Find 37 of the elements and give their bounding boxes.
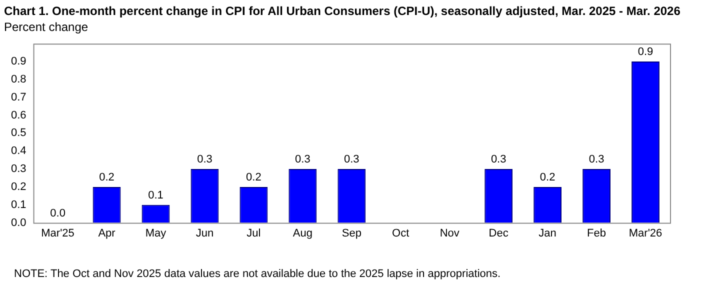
x-tick-label: Jul <box>246 227 261 240</box>
x-tick-label: Jun <box>196 227 214 240</box>
y-tick-label: 0.8 <box>10 73 26 86</box>
data-label: 0.3 <box>490 154 506 166</box>
data-label: 0.9 <box>638 46 654 58</box>
data-label: 0.3 <box>344 154 360 166</box>
y-tick-label: 0.0 <box>10 216 26 229</box>
x-tick-label: May <box>145 227 167 240</box>
y-tick-label: 0.1 <box>10 198 26 211</box>
chart-title: Chart 1. One-month percent change in CPI for All Urban Consumers (CPI-U), seasonally adjusted, Mar. 2025 - Mar. 2026 <box>4 4 680 18</box>
y-tick-label: 0.9 <box>10 56 26 68</box>
y-tick-label: 0.3 <box>10 163 26 176</box>
y-tick-label: 0.2 <box>10 180 26 193</box>
x-tick-label: Sep <box>342 227 362 240</box>
x-tick-label: Mar'25 <box>41 227 74 240</box>
data-label: 0.3 <box>295 154 310 166</box>
data-label: 0.3 <box>197 154 212 166</box>
y-tick-label: 0.6 <box>10 109 26 122</box>
text: NOTE: The Oct and Nov 2025 data values are not available due to the 2025 lapse in appropriations. <box>14 268 501 280</box>
x-tick-label: Mar'26 <box>628 227 662 240</box>
x-tick-label: Aug <box>292 227 312 240</box>
y-axis-title: Percent change <box>4 20 88 34</box>
data-label: 0.2 <box>246 171 262 184</box>
data-label: 0.3 <box>588 154 604 166</box>
data-label: 0.2 <box>99 171 114 184</box>
x-tick-label: Feb <box>587 227 606 240</box>
data-label: 0.0 <box>50 207 66 220</box>
x-tick-label: Apr <box>98 227 116 240</box>
data-label: 0.2 <box>540 171 556 184</box>
x-tick-label: Dec <box>488 227 509 240</box>
x-tick-label: Jan <box>538 227 556 240</box>
data-label: 0.1 <box>148 189 164 202</box>
x-tick-label: Nov <box>440 227 460 240</box>
y-tick-label: 0.5 <box>10 127 26 140</box>
x-tick-label: Oct <box>392 227 410 240</box>
y-tick-label: 0.4 <box>10 145 26 158</box>
y-tick-label: 0.7 <box>10 91 26 104</box>
